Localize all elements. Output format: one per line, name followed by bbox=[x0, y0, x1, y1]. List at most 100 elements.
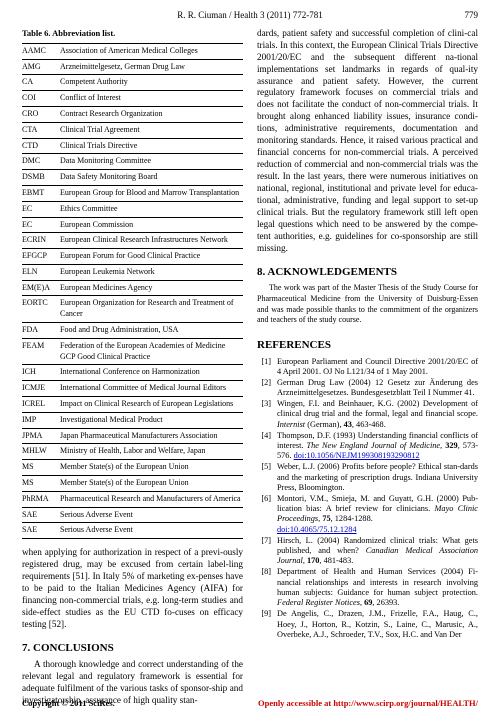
table-row: CTAClinical Trial Agreement bbox=[22, 122, 243, 138]
table-row: CTDClinical Trials Directive bbox=[22, 138, 243, 154]
reference-number: [7] bbox=[257, 536, 277, 567]
page-number: 779 bbox=[465, 10, 479, 22]
reference-item: [9]De Angelis, C., Drazen, J.M., Frizell… bbox=[257, 609, 478, 640]
abbr-key: EC bbox=[22, 201, 60, 217]
abbr-key: EM(E)A bbox=[22, 280, 60, 296]
copyright-text: Copyright © 2011 SciRes. bbox=[22, 698, 115, 709]
table-row: ECRINEuropean Clinical Research Infrastr… bbox=[22, 233, 243, 249]
abbr-value: Pharmaceutical Research and Manufacturer… bbox=[60, 491, 243, 507]
left-column: Table 6. Abbreviation list. AAMCAssociat… bbox=[22, 28, 243, 707]
reference-text: Thompson, D.F. (1993) Understanding fina… bbox=[277, 431, 478, 462]
abbr-key: ICH bbox=[22, 365, 60, 381]
abbr-value: Clinical Trial Agreement bbox=[60, 122, 243, 138]
reference-text: Wingen, F.I. and Beinhauer, K.G. (2002) … bbox=[277, 399, 478, 430]
abbr-value: Serious Adverse Event bbox=[60, 507, 243, 523]
table-row: ICMJEInternational Committee of Medical … bbox=[22, 381, 243, 397]
table-row: ECEuropean Commission bbox=[22, 217, 243, 233]
table-row: EORTCEuropean Organization for Research … bbox=[22, 296, 243, 323]
page-footer: Copyright © 2011 SciRes. Openly accessib… bbox=[0, 698, 500, 709]
abbr-key: PhRMA bbox=[22, 491, 60, 507]
reference-item: [5]Weber, L.J. (2006) Profits before peo… bbox=[257, 462, 478, 493]
reference-number: [4] bbox=[257, 431, 277, 462]
abbr-value: Japan Pharmaceutical Manufacturers Assoc… bbox=[60, 428, 243, 444]
reference-text: Department of Health and Human Services … bbox=[277, 567, 478, 608]
abbr-value: Member State(s) of the European Union bbox=[60, 476, 243, 492]
abbr-value: International Conference on Harmonizatio… bbox=[60, 365, 243, 381]
section-8-heading: 8. ACKNOWLEDGEMENTS bbox=[257, 265, 478, 279]
journal-link[interactable]: http://www.scirp.org/journal/HEALTH/ bbox=[333, 698, 478, 708]
reference-item: [6]Montori, V.M., Smieja, M. and Guyatt,… bbox=[257, 494, 478, 535]
abbr-key: ICMJE bbox=[22, 381, 60, 397]
abbr-value: Impact on Clinical Research of European … bbox=[60, 397, 243, 413]
table-row: IMPInvestigational Medical Product bbox=[22, 412, 243, 428]
reference-item: [2]German Drug Law (2004) 12 Gesetz zur … bbox=[257, 378, 478, 399]
abbr-value: Serious Adverse Event bbox=[60, 523, 243, 539]
abbr-value: European Forum for Good Clinical Practic… bbox=[60, 249, 243, 265]
abbr-value: Data Monitoring Committee bbox=[60, 154, 243, 170]
reference-number: [8] bbox=[257, 567, 277, 608]
table-row: AAMCAssociation of American Medical Coll… bbox=[22, 43, 243, 59]
abbr-value: Clinical Trials Directive bbox=[60, 138, 243, 154]
section-7-heading: 7. CONCLUSIONS bbox=[22, 641, 243, 655]
abbr-value: Data Safety Monitoring Board bbox=[60, 170, 243, 186]
abbr-key: IMP bbox=[22, 412, 60, 428]
abbr-value: Competent Authority bbox=[60, 75, 243, 91]
abbr-key: JPMA bbox=[22, 428, 60, 444]
reference-item: [4]Thompson, D.F. (1993) Understanding f… bbox=[257, 431, 478, 462]
abbr-value: International Committee of Medical Journ… bbox=[60, 381, 243, 397]
abbr-value: Food and Drug Administration, USA bbox=[60, 323, 243, 339]
table-caption: Table 6. Abbreviation list. bbox=[22, 28, 243, 39]
table-row: ELNEuropean Leukemia Network bbox=[22, 264, 243, 280]
abbr-key: DMC bbox=[22, 154, 60, 170]
references-heading: REFERENCES bbox=[257, 338, 478, 352]
abbr-key: ELN bbox=[22, 264, 60, 280]
running-head: R. R. Ciuman / Health 3 (2011) 772-781 bbox=[0, 0, 500, 28]
reference-text: De Angelis, C., Drazen, J.M., Frizelle, … bbox=[277, 609, 478, 640]
abbr-value: Member State(s) of the European Union bbox=[60, 460, 243, 476]
abbr-key: EC bbox=[22, 217, 60, 233]
abbr-key: CTA bbox=[22, 122, 60, 138]
abbr-value: Contract Research Organization bbox=[60, 106, 243, 122]
abbr-key: MS bbox=[22, 460, 60, 476]
table-row: SAESerious Adverse Event bbox=[22, 507, 243, 523]
abbr-value: European Group for Blood and Marrow Tran… bbox=[60, 185, 243, 201]
abbr-key: AMG bbox=[22, 59, 60, 75]
abbr-key: FEAM bbox=[22, 338, 60, 365]
reference-text: German Drug Law (2004) 12 Gesetz zur Änd… bbox=[277, 378, 478, 399]
table-row: MSMember State(s) of the European Union bbox=[22, 476, 243, 492]
table-row: DMCData Monitoring Committee bbox=[22, 154, 243, 170]
reference-number: [9] bbox=[257, 609, 277, 640]
right-column: dards, patient safety and successful com… bbox=[257, 28, 478, 707]
abbr-key: ECRIN bbox=[22, 233, 60, 249]
table-row: CROContract Research Organization bbox=[22, 106, 243, 122]
reference-number: [1] bbox=[257, 357, 277, 378]
abbr-key: EBMT bbox=[22, 185, 60, 201]
section-8-body: The work was part of the Master Thesis o… bbox=[257, 283, 478, 326]
abbr-value: European Clinical Research Infrastructur… bbox=[60, 233, 243, 249]
abbr-value: Investigational Medical Product bbox=[60, 412, 243, 428]
right-continuation-paragraph: dards, patient safety and successful com… bbox=[257, 28, 478, 255]
table-row: FDAFood and Drug Administration, USA bbox=[22, 323, 243, 339]
abbr-value: Association of American Medical Colleges bbox=[60, 43, 243, 59]
reference-text: Hirsch, L. (2004) Randomized clinical tr… bbox=[277, 536, 478, 567]
abbr-value: Federation of the European Academies of … bbox=[60, 338, 243, 365]
table-row: JPMAJapan Pharmaceutical Manufacturers A… bbox=[22, 428, 243, 444]
abbreviation-table: AAMCAssociation of American Medical Coll… bbox=[22, 43, 243, 540]
table-row: EBMTEuropean Group for Blood and Marrow … bbox=[22, 185, 243, 201]
open-access-text: Openly accessible at http://www.scirp.or… bbox=[258, 698, 478, 709]
abbr-value: European Leukemia Network bbox=[60, 264, 243, 280]
abbr-value: Ethics Committee bbox=[60, 201, 243, 217]
reference-number: [3] bbox=[257, 399, 277, 430]
abbr-key: CA bbox=[22, 75, 60, 91]
table-row: FEAMFederation of the European Academies… bbox=[22, 338, 243, 365]
abbr-key: EFGCP bbox=[22, 249, 60, 265]
abbr-value: Conflict of Interest bbox=[60, 91, 243, 107]
references-list: [1]European Parliament and Council Direc… bbox=[257, 357, 478, 641]
reference-item: [8]Department of Health and Human Servic… bbox=[257, 567, 478, 608]
abbr-value: European Organization for Research and T… bbox=[60, 296, 243, 323]
table-row: DSMBData Safety Monitoring Board bbox=[22, 170, 243, 186]
reference-number: [6] bbox=[257, 494, 277, 535]
reference-item: [7]Hirsch, L. (2004) Randomized clinical… bbox=[257, 536, 478, 567]
abbr-value: Ministry of Health, Labor and Welfare, J… bbox=[60, 444, 243, 460]
abbr-value: European Medicines Agency bbox=[60, 280, 243, 296]
